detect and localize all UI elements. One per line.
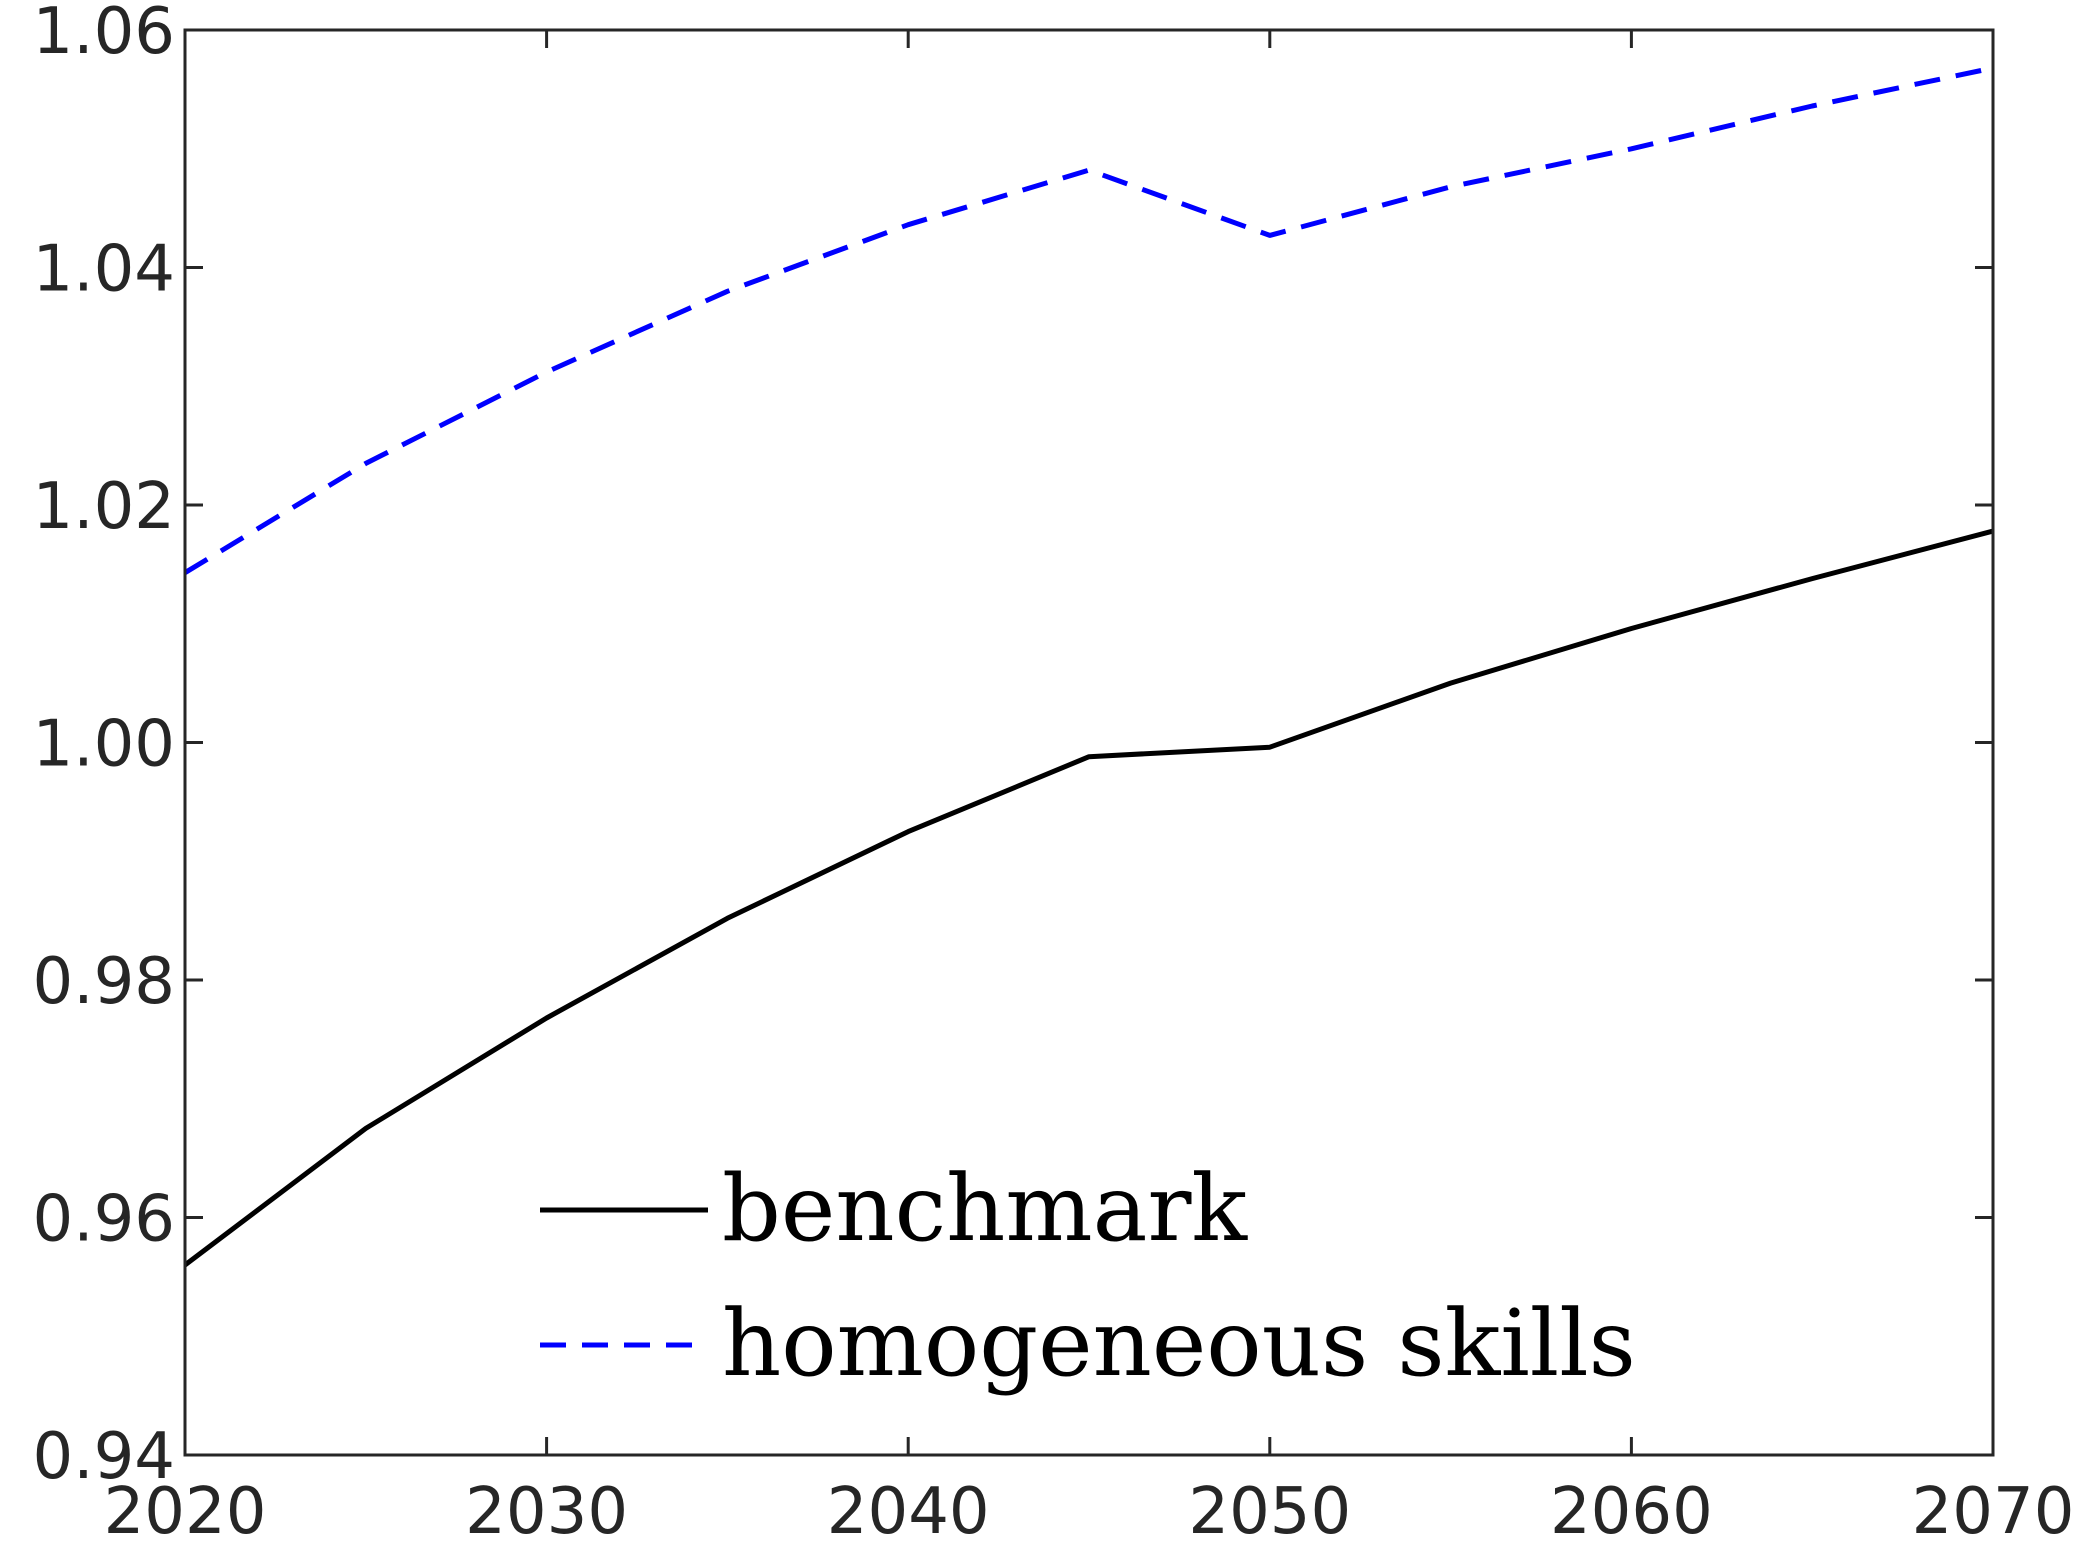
y-tick-label: 0.94 [33, 1420, 176, 1494]
series-line-0 [183, 528, 1994, 1267]
series-layer [183, 65, 1994, 1267]
x-tick-label: 2020 [104, 1475, 267, 1549]
y-tick-label: 1.06 [33, 0, 176, 69]
y-tick-label: 0.98 [33, 945, 176, 1019]
y-tick-label: 1.02 [33, 470, 176, 544]
y-tick-label: 1.00 [33, 708, 176, 782]
x-tick-label: 2030 [465, 1475, 628, 1549]
x-tick-label: 2070 [1912, 1475, 2075, 1549]
y-tick-label: 0.96 [33, 1183, 176, 1257]
x-tick-label: 2040 [827, 1475, 990, 1549]
legend-label-1: homogeneous skills [722, 1290, 1636, 1397]
y-tick-label: 1.04 [33, 233, 176, 307]
legend: benchmark homogeneous skills [540, 1155, 1636, 1397]
legend-label-0: benchmark [722, 1155, 1248, 1262]
series-line-1 [183, 65, 1994, 575]
tick-layer: 2020 2030 2040 2050 2060 2070 0.94 0.96 0.98 1.00… [33, 0, 2075, 1549]
x-tick-label: 2050 [1188, 1475, 1351, 1549]
x-tick-label: 2060 [1550, 1475, 1713, 1549]
